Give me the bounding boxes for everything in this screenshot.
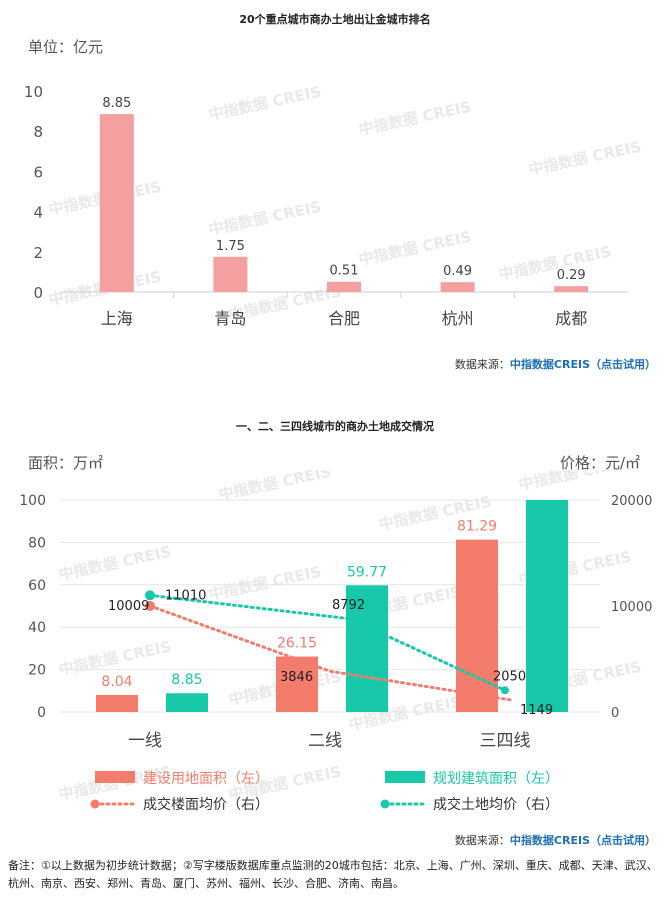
watermark: 中指数据 CREIS [497,243,613,284]
chart1-title: 20个重点城市商办土地出让金城市排名 [239,13,431,26]
chart1-source: 数据来源：中指数据CREIS（点击试用） [455,356,656,372]
line-point [145,590,155,601]
footnote: 备注：①以上数据为初步统计数据；②写字楼版数据库重点监测的20城市包括：北京、上… [8,859,658,890]
line-point [501,686,509,695]
y-tick-label: 60 [28,578,46,594]
bar [213,256,248,292]
chart1-source-link[interactable]: 中指数据CREIS（点击试用） [509,358,656,371]
legend-label: 规划建筑面积（左） [433,771,559,787]
legend-label: 成交楼面均价（右） [143,796,269,813]
chart2-source-prefix: 数据来源： [454,834,510,847]
y-tick-label: 10 [24,83,43,101]
watermark: 中指数据 CREIS [517,470,633,494]
y2-tick-label: 20000 [611,494,652,509]
data-label: 8.04 [101,674,132,690]
chart2-source: 数据来源：中指数据CREIS（点击试用） [455,832,656,848]
data-label: 8.85 [171,672,202,688]
chart2-right-unit: 价格：元/㎡ [559,454,640,472]
data-label: 10009 [108,599,149,614]
chart1-svg: 中指数据 CREIS 中指数据 CREIS 中指数据 CREIS 中指数据 CREIS… [24,83,643,328]
line-series [148,593,507,692]
watermark: 中指数据 CREIS [357,98,473,139]
y-tick-label: 20 [28,663,46,679]
y2-tick-label: 10000 [611,600,652,615]
chart2-title: 一、二、三四线城市的商办土地成交情况 [236,420,434,433]
x-tick-label: 二线 [308,731,342,751]
x-tick-label: 杭州 [442,309,474,328]
bar [99,114,134,293]
bar [440,282,475,292]
watermark: 中指数据 CREIS [207,563,323,604]
data-label: 1149 [520,703,553,718]
data-label: 3846 [280,670,313,685]
watermark: 中指数据 CREIS [217,470,333,504]
legend-marker [380,799,390,809]
data-label: 0.29 [557,268,586,283]
data-label: 81.29 [457,519,497,535]
x-tick-label: 合肥 [328,309,360,328]
data-label: 1.75 [216,239,245,254]
bar [327,281,361,292]
x-tick-label: 上海 [101,309,133,328]
watermark: 中指数据 CREIS [357,228,473,269]
watermark: 中指数据 CREIS [57,638,173,679]
y-tick-label: 0 [33,284,43,302]
legend-label: 成交土地均价（右） [433,796,559,813]
chart2-left-unit: 面积：万㎡ [28,454,104,472]
data-label: 8.85 [102,96,131,111]
x-tick-label: 一线 [128,731,162,751]
bar [526,500,568,712]
watermark: 中指数据 CREIS [527,138,643,179]
x-tick-label: 成都 [555,309,587,328]
watermark: 中指数据 CREIS [207,83,323,124]
bar [276,656,318,712]
legend-marker [90,799,100,809]
bar [346,585,388,712]
data-label: 8792 [332,598,365,613]
data-label: 0.51 [330,264,359,279]
y-tick-label: 40 [28,620,46,636]
chart1-unit-label: 单位：亿元 [28,38,104,56]
y-tick-label: 2 [33,244,43,262]
watermark: 中指数据 CREIS [207,198,323,239]
bar [166,693,208,712]
legend-swatch [385,771,425,783]
data-label: 0.49 [443,264,472,279]
y-tick-label: 6 [33,163,43,181]
chart2-svg: 中指数据 CREIS 中指数据 CREIS 中指数据 CREIS 中指数据 CREIS… [19,470,652,813]
data-label: 59.77 [347,564,387,580]
x-tick-label: 青岛 [214,309,246,328]
chart2-source-link[interactable]: 中指数据CREIS（点击试用） [509,834,656,847]
x-tick-label: 三四线 [480,731,531,751]
line-series [148,604,512,702]
y-tick-label: 80 [28,535,46,551]
bar [96,694,138,712]
bar [554,286,589,292]
y-tick-label: 4 [33,204,43,222]
watermark: 中指数据 CREIS [57,543,173,584]
y-tick-label: 8 [33,123,43,141]
data-label: 26.15 [277,636,317,652]
legend-label: 建设用地面积（左） [143,771,269,787]
legend-swatch [95,771,135,783]
y-tick-label: 100 [19,493,46,509]
line-point [145,600,155,611]
data-label: 11010 [165,588,206,603]
bar [456,539,498,712]
data-label: 2050 [493,669,526,684]
y-tick-label: 0 [37,705,46,721]
y2-tick-label: 0 [611,706,619,721]
chart1-source-prefix: 数据来源： [454,358,510,371]
